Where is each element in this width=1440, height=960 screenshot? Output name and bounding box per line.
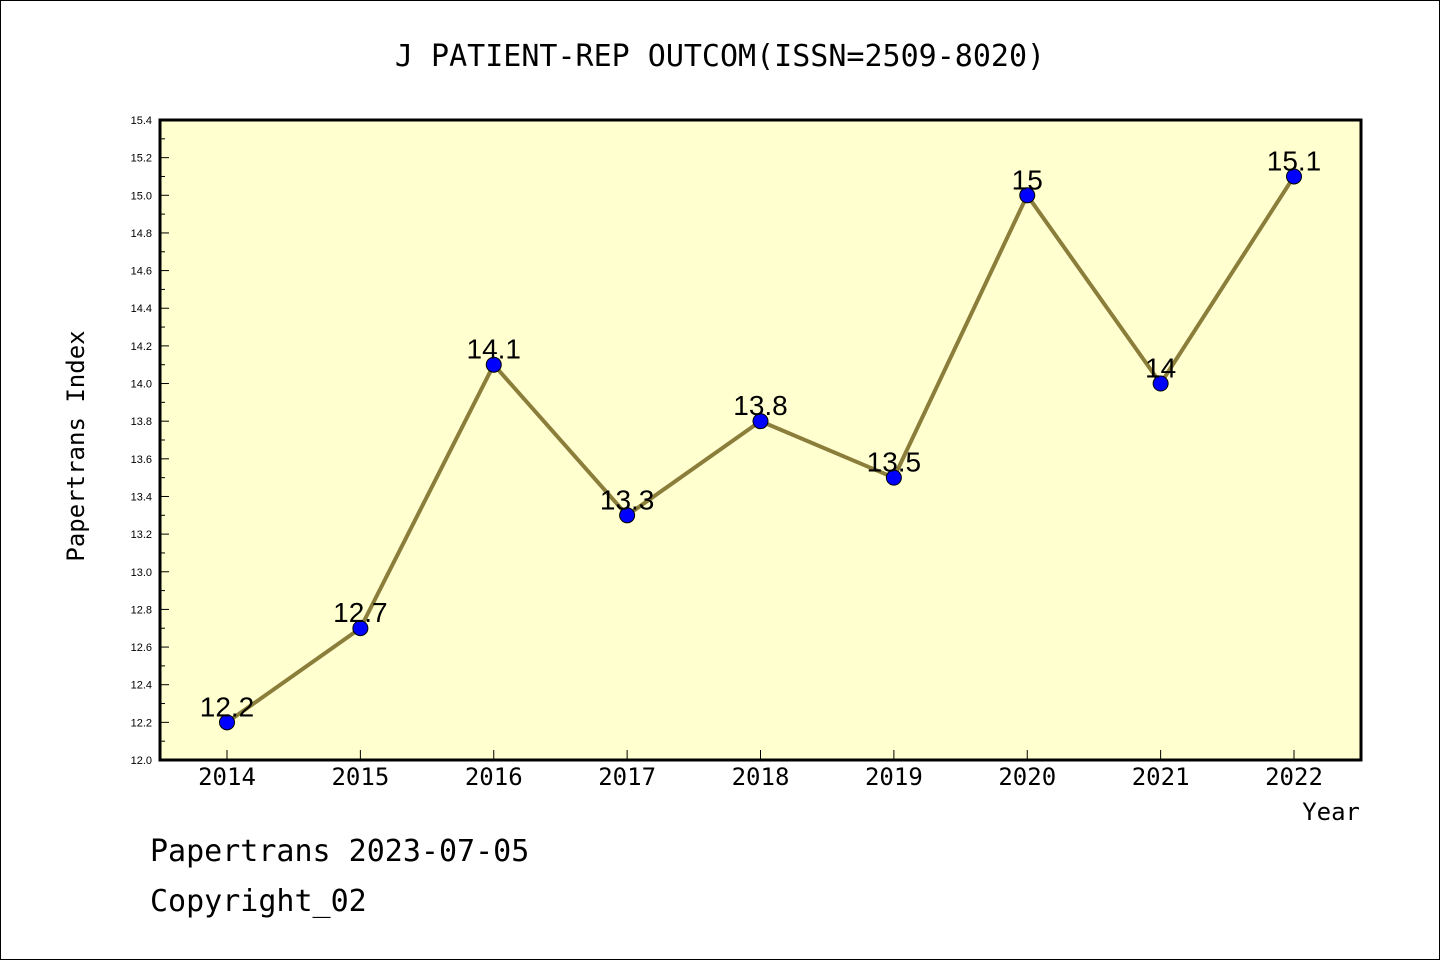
x-tick-label: 2014	[198, 763, 256, 791]
data-point	[219, 714, 235, 731]
y-tick-label: 12.8	[131, 604, 152, 616]
y-tick-label: 12.0	[131, 755, 152, 767]
data-point	[1152, 375, 1169, 392]
y-tick-label: 15.0	[131, 190, 152, 202]
data-label: 15	[1012, 164, 1043, 195]
data-point	[485, 356, 502, 373]
y-tick-label: 14.4	[131, 303, 152, 315]
x-axis-ticks: 2014 2015 2016 2017 2018 2019 2020 2021 2022	[198, 750, 1323, 791]
x-tick-label: 2020	[998, 763, 1056, 791]
y-tick-label: 14.2	[131, 341, 152, 353]
y-tick-label: 14.0	[131, 379, 152, 391]
y-tick-label: 12.2	[131, 717, 152, 729]
data-point	[619, 507, 636, 524]
y-tick-label: 13.6	[131, 454, 152, 466]
data-point	[752, 413, 769, 430]
data-label: 14	[1145, 353, 1176, 384]
x-axis-label: Year	[1302, 798, 1360, 826]
data-label: 13.3	[600, 484, 655, 515]
data-point	[1019, 187, 1036, 204]
data-label: 14.1	[467, 334, 522, 365]
x-tick-label: 2022	[1265, 763, 1323, 791]
y-tick-label: 12.4	[131, 680, 152, 692]
x-tick-label: 2017	[598, 763, 656, 791]
data-label: 15.1	[1267, 145, 1322, 176]
data-labels: 12.2 12.7 14.1 13.3 13.8 13.5 15 14 15.1	[200, 145, 1322, 722]
y-tick-label: 12.6	[131, 642, 152, 654]
y-tick-label: 14.6	[131, 266, 152, 278]
x-tick-label: 2016	[465, 763, 523, 791]
y-tick-label: 13.2	[131, 529, 152, 541]
data-label: 12.7	[333, 597, 388, 628]
data-point	[352, 620, 369, 637]
data-label: 13.8	[733, 390, 788, 421]
data-label: 13.5	[867, 447, 922, 478]
plot-area	[158, 118, 1363, 762]
footer-copyright: Copyright_02	[150, 884, 367, 919]
y-tick-label: 15.2	[131, 153, 152, 165]
data-markers	[219, 168, 1302, 731]
y-tick-label: 14.8	[131, 228, 152, 240]
x-tick-label: 2018	[732, 763, 790, 791]
x-tick-label: 2021	[1132, 763, 1190, 791]
y-tick-label: 13.4	[131, 491, 152, 503]
footer-date: Papertrans 2023-07-05	[150, 834, 530, 869]
x-tick-label: 2015	[331, 763, 389, 791]
x-tick-label: 2019	[865, 763, 923, 791]
data-point	[1286, 168, 1302, 185]
y-tick-label: 15.4	[131, 115, 152, 127]
data-label: 12.2	[200, 691, 255, 722]
chart-title: J PATIENT-REP OUTCOM(ISSN=2509-8020)	[395, 39, 1045, 74]
y-tick-label: 13.0	[131, 567, 152, 579]
y-axis-ticks: 12.0 12.2 12.4 12.6 12.8 13.0 13.2 13.4 13.6 13.8…	[131, 115, 169, 767]
y-axis-label: Papertrans Index	[62, 330, 90, 561]
y-tick-label: 13.8	[131, 416, 152, 428]
data-point	[885, 469, 902, 486]
